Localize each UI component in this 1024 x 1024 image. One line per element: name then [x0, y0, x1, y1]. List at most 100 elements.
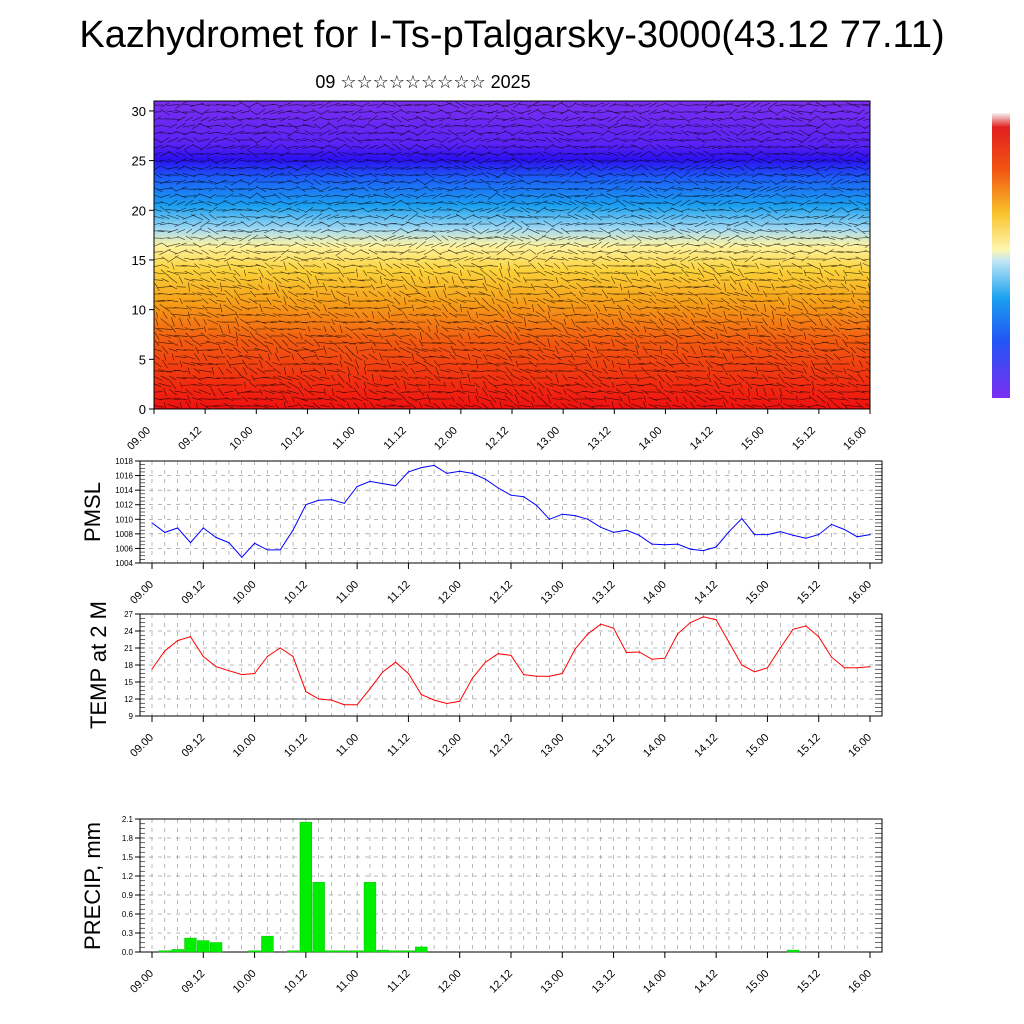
xtick-label: 13.00: [538, 968, 566, 996]
page-title: Kazhydromet for I-Ts-pTalgarsky-3000(43.…: [79, 14, 945, 56]
section-ytick-label: 15: [132, 253, 146, 268]
series-point: [779, 647, 781, 649]
xtick-label: 16.00: [846, 968, 874, 996]
xtick-label: 15.00: [744, 732, 772, 760]
xtick-label: 12.00: [436, 968, 464, 996]
series-point: [805, 537, 807, 539]
series-point: [318, 698, 320, 700]
series-point: [754, 533, 756, 536]
precip-bar: [312, 882, 325, 953]
xtick-label: 13.12: [590, 579, 618, 607]
xtick-label: 14.00: [641, 968, 669, 996]
xtick-label: 12.00: [436, 732, 464, 760]
ytick-label: 1014: [115, 486, 133, 495]
series-point: [433, 699, 435, 701]
series-point: [407, 471, 410, 473]
series-point: [715, 619, 717, 621]
section-xtick-label: 09.00: [125, 425, 153, 453]
ytick-label: 15: [124, 678, 133, 687]
xtick-label: 14.12: [692, 579, 720, 607]
pmsl-panel: 1004 1006 1008 1010 1012 1014 1016 1018 09.00 09.…: [80, 457, 883, 607]
xtick-label: 15.00: [744, 579, 772, 607]
series-point: [869, 666, 871, 668]
section-xtick-label: 15.00: [739, 425, 767, 453]
precip-bar: [184, 937, 197, 953]
xtick-label: 09.12: [179, 579, 207, 607]
series-point: [536, 504, 538, 507]
precip-bar: [248, 950, 261, 953]
series-point: [741, 517, 743, 520]
ytick-label: 12: [124, 695, 133, 704]
series-point: [536, 675, 538, 677]
series-point: [792, 628, 794, 630]
xtick-label: 15.12: [795, 968, 823, 996]
precip-bar: [197, 940, 210, 953]
series-point: [382, 482, 384, 485]
section-ytick-label: 20: [132, 203, 146, 218]
series-point: [228, 670, 230, 672]
xtick-label: 13.12: [590, 968, 618, 996]
precip-bar: [350, 950, 364, 953]
series-point: [766, 667, 769, 669]
colorbar: [992, 113, 1010, 398]
precip-bar: [363, 882, 377, 953]
xtick-label: 16.00: [846, 579, 874, 607]
series-point: [625, 651, 627, 654]
series-point: [510, 654, 512, 656]
series-point: [279, 549, 281, 551]
xtick-label: 10.00: [231, 579, 259, 607]
series-point: [600, 623, 602, 625]
series-point: [446, 472, 448, 474]
series-point: [664, 657, 666, 659]
series-point: [702, 550, 704, 552]
series-point: [792, 534, 794, 536]
series-point: [638, 651, 640, 653]
series-point: [548, 675, 551, 677]
precip-bar: [261, 935, 274, 953]
ytick-label: 1012: [115, 501, 133, 510]
series-point: [574, 648, 576, 650]
xtick-label: 09.00: [128, 968, 156, 996]
series-point: [343, 502, 345, 504]
series-point: [625, 529, 627, 531]
series-point: [330, 699, 333, 701]
series-point: [497, 487, 499, 489]
xtick-label: 12.12: [487, 968, 515, 996]
section-xtick-label: 12.12: [483, 425, 511, 453]
section-ytick-label: 5: [139, 352, 146, 367]
section-ytick-label: 0: [139, 402, 146, 417]
ytick-label: 1.2: [122, 872, 134, 881]
series-point: [459, 470, 461, 472]
precip-bar: [786, 949, 800, 953]
ytick-label: 1010: [115, 515, 133, 524]
series-point: [497, 653, 499, 655]
precip-bar: [158, 950, 171, 953]
section-panel: 0 5 10 15 20 25 30 09.00 09.12 10.00 10.12 11.00 11.…: [125, 100, 871, 453]
series-point: [843, 667, 845, 669]
precip-bar: [299, 821, 313, 953]
ytick-label: 0.9: [122, 891, 134, 900]
series-point: [253, 672, 256, 675]
xtick-label: 11.12: [385, 732, 412, 759]
ytick-label: 27: [124, 610, 133, 619]
section-xtick-label: 14.00: [637, 425, 665, 453]
section-xtick-label: 15.12: [790, 425, 818, 453]
xtick-label: 13.00: [538, 732, 566, 760]
series-point: [292, 529, 294, 531]
series-point: [664, 544, 666, 546]
series-point: [151, 522, 153, 524]
section-xtick-label: 11.00: [330, 425, 357, 452]
series-point: [215, 536, 217, 539]
series-point: [279, 647, 281, 649]
series-point: [305, 691, 307, 693]
series-point: [433, 464, 435, 466]
ytick-label: 1004: [115, 559, 133, 568]
ytick-label: 0.6: [122, 910, 134, 919]
series-point: [830, 656, 833, 658]
series-point: [382, 671, 384, 673]
series-point: [510, 494, 512, 496]
grid: [140, 460, 882, 564]
series-point: [612, 627, 615, 629]
section-xtick-label: 13.00: [534, 425, 562, 453]
